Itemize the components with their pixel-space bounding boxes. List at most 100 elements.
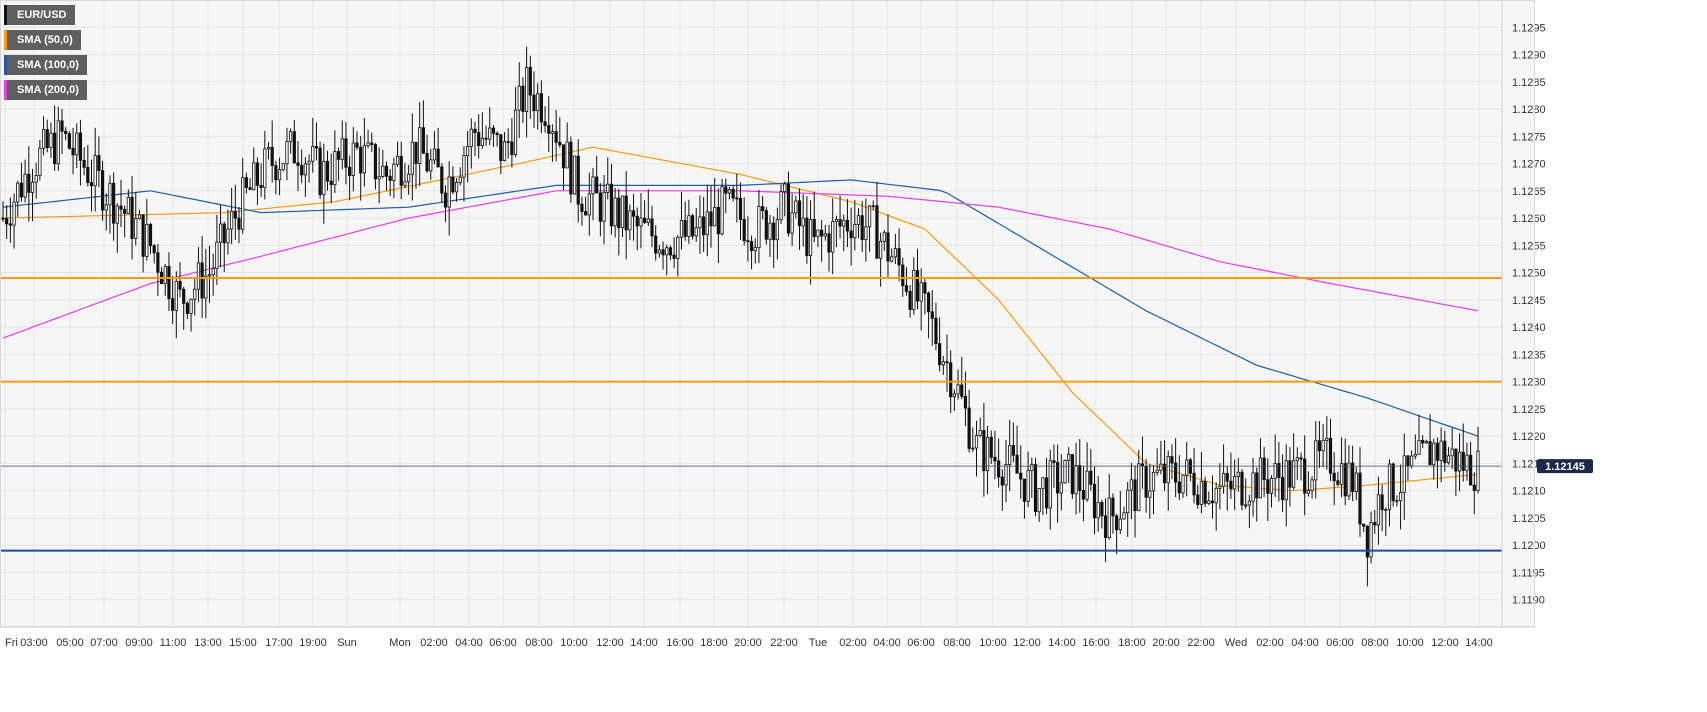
candle[interactable] — [1074, 442, 1078, 515]
candle[interactable] — [418, 102, 422, 187]
candle[interactable] — [510, 118, 514, 168]
candle[interactable] — [893, 233, 897, 265]
candle[interactable] — [631, 194, 636, 241]
candle[interactable] — [480, 112, 484, 149]
candle[interactable] — [1461, 423, 1465, 482]
candle[interactable] — [842, 214, 846, 252]
candle[interactable] — [871, 200, 875, 210]
candle[interactable] — [595, 155, 599, 194]
candle[interactable] — [362, 117, 366, 187]
candle[interactable] — [1151, 465, 1156, 515]
candle[interactable] — [572, 155, 577, 195]
candle[interactable] — [8, 197, 12, 243]
candle[interactable] — [1317, 421, 1322, 468]
candle[interactable] — [429, 148, 433, 180]
candle[interactable] — [1424, 439, 1428, 444]
candle[interactable] — [934, 302, 938, 351]
candle[interactable] — [71, 127, 75, 175]
candle[interactable] — [115, 203, 119, 253]
candle[interactable] — [1391, 462, 1395, 507]
candle[interactable] — [255, 157, 260, 206]
candle[interactable] — [1019, 445, 1023, 499]
candle[interactable] — [853, 199, 857, 251]
candle[interactable] — [639, 193, 643, 249]
candle[interactable] — [1059, 454, 1063, 511]
candle[interactable] — [702, 197, 706, 253]
candle[interactable] — [1008, 419, 1012, 492]
candle[interactable] — [1384, 507, 1388, 537]
candle[interactable] — [1063, 459, 1067, 484]
candle[interactable] — [1446, 447, 1451, 465]
candle[interactable] — [941, 355, 945, 375]
candle[interactable] — [867, 204, 872, 252]
candle[interactable] — [1067, 447, 1071, 484]
candle[interactable] — [1247, 495, 1251, 529]
candle[interactable] — [831, 198, 835, 275]
candle[interactable] — [713, 177, 717, 227]
candle[interactable] — [215, 214, 219, 285]
candle[interactable] — [661, 241, 665, 270]
candle[interactable] — [930, 290, 934, 346]
candle[interactable] — [963, 371, 968, 427]
candle[interactable] — [495, 131, 499, 147]
candle[interactable] — [606, 157, 610, 200]
candle[interactable] — [845, 199, 850, 248]
candle[interactable] — [16, 180, 20, 217]
candle[interactable] — [716, 188, 720, 264]
candle[interactable] — [266, 142, 271, 160]
candle[interactable] — [218, 204, 223, 268]
candle[interactable] — [609, 163, 614, 235]
candle[interactable] — [23, 159, 27, 203]
candle[interactable] — [97, 136, 101, 188]
candle[interactable] — [443, 185, 448, 223]
candle[interactable] — [1469, 441, 1473, 486]
candle[interactable] — [683, 201, 687, 241]
candle[interactable] — [325, 150, 330, 191]
candle[interactable] — [1118, 490, 1122, 535]
candle[interactable] — [395, 141, 400, 168]
candle[interactable] — [598, 183, 602, 237]
candle[interactable] — [1343, 438, 1347, 506]
candle[interactable] — [536, 83, 540, 130]
candle[interactable] — [1450, 427, 1454, 469]
candle[interactable] — [705, 184, 709, 257]
candle[interactable] — [890, 248, 894, 263]
candle[interactable] — [1369, 511, 1373, 564]
candle[interactable] — [123, 205, 127, 238]
candle[interactable] — [1277, 442, 1281, 502]
candle[interactable] — [248, 178, 252, 191]
candle[interactable] — [410, 113, 414, 201]
candle[interactable] — [532, 71, 536, 128]
candle[interactable] — [1199, 452, 1204, 514]
candle[interactable] — [982, 402, 986, 497]
candle[interactable] — [580, 196, 584, 226]
candle[interactable] — [1015, 425, 1019, 474]
candle[interactable] — [1292, 433, 1296, 490]
candle[interactable] — [436, 127, 440, 168]
candle[interactable] — [1089, 448, 1093, 491]
candle[interactable] — [134, 192, 138, 246]
candle[interactable] — [189, 298, 193, 332]
candle[interactable] — [185, 301, 189, 320]
candle[interactable] — [222, 221, 226, 272]
candle[interactable] — [882, 229, 886, 251]
candle[interactable] — [1092, 466, 1097, 534]
candle[interactable] — [635, 207, 639, 251]
candle[interactable] — [1185, 442, 1189, 497]
candle[interactable] — [1, 201, 5, 223]
candle[interactable] — [484, 125, 488, 146]
candle[interactable] — [1181, 474, 1185, 498]
candles[interactable] — [1, 46, 1480, 587]
candle[interactable] — [1306, 471, 1310, 497]
candle[interactable] — [451, 166, 455, 195]
candle[interactable] — [1428, 414, 1432, 466]
candle[interactable] — [1417, 414, 1421, 455]
candle[interactable] — [104, 193, 108, 231]
candle[interactable] — [816, 229, 820, 247]
candle[interactable] — [399, 141, 403, 200]
candle[interactable] — [477, 114, 481, 159]
candle[interactable] — [1314, 421, 1318, 499]
candle[interactable] — [182, 286, 186, 330]
candle[interactable] — [381, 149, 385, 179]
